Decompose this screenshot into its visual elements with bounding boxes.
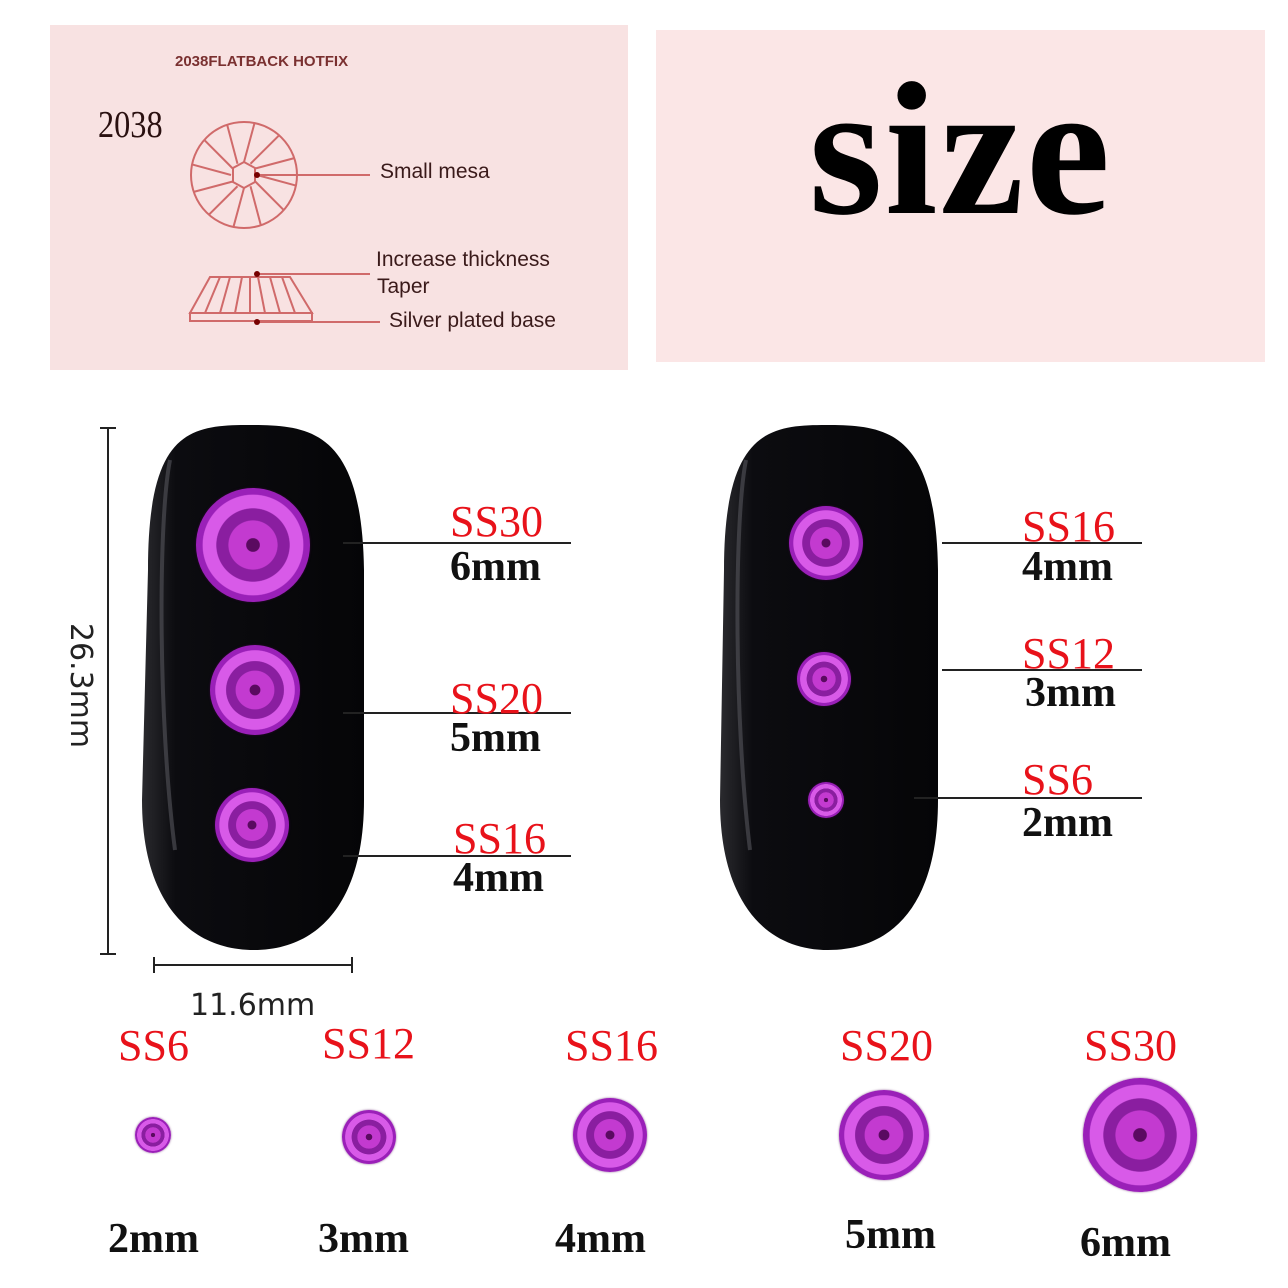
size-mm: 5mm	[845, 1212, 936, 1258]
diagram-panel: 2038FLATBACK HOTFIX 2038 Small mesa Incr…	[50, 25, 628, 370]
label-silver-plated-base: Silver plated base	[389, 309, 556, 332]
headline-panel	[656, 30, 1265, 362]
height-dimension-line	[107, 427, 109, 955]
size-ss: SS6	[118, 1021, 189, 1070]
size-ss: SS16	[565, 1021, 658, 1070]
headline: size	[808, 45, 1113, 255]
label-mm: 4mm	[453, 855, 544, 901]
dimension-tick	[153, 957, 155, 973]
size-ss: SS20	[840, 1021, 933, 1070]
gem-ss30	[196, 488, 310, 602]
gem-ss20	[210, 645, 300, 735]
leader-line	[343, 542, 571, 544]
leader-line	[942, 669, 1142, 671]
gem-3mm	[342, 1110, 396, 1164]
gem-ss16	[215, 788, 289, 862]
label-mm: 4mm	[1022, 544, 1113, 590]
gem-ss6	[808, 782, 844, 818]
diagram-title: 2038FLATBACK HOTFIX	[175, 53, 349, 70]
size-mm: 2mm	[108, 1216, 199, 1262]
model-number: 2038	[98, 104, 163, 146]
size-mm: 4mm	[555, 1216, 646, 1262]
label-mm: 5mm	[450, 715, 541, 761]
label-taper: Taper	[377, 275, 430, 298]
label-ss: SS20	[450, 674, 543, 723]
label-ss: SS16	[453, 814, 546, 863]
gem-ss12	[797, 652, 851, 706]
label-mm: 3mm	[1025, 670, 1116, 716]
dimension-tick	[351, 957, 353, 973]
label-increase-thickness: Increase thickness	[376, 248, 550, 271]
height-label: 26.3mm	[63, 622, 99, 749]
size-mm: 3mm	[318, 1216, 409, 1262]
label-ss: SS6	[1022, 755, 1093, 804]
dimension-tick	[100, 953, 116, 955]
leader-line	[942, 542, 1142, 544]
gem-4mm	[573, 1098, 647, 1172]
gem-6mm	[1083, 1078, 1197, 1192]
gem-5mm	[839, 1090, 929, 1180]
gem-2mm	[135, 1117, 171, 1153]
leader-line	[914, 797, 1142, 799]
label-ss: SS30	[450, 497, 543, 546]
size-ss: SS12	[322, 1019, 415, 1068]
size-ss: SS30	[1084, 1021, 1177, 1070]
rhinestone-diagram-icon	[188, 121, 380, 325]
label-ss: SS16	[1022, 502, 1115, 551]
label-small-mesa: Small mesa	[380, 160, 490, 183]
label-mm: 6mm	[450, 544, 541, 590]
width-dimension-line	[153, 964, 353, 966]
label-ss: SS12	[1022, 629, 1115, 678]
dimension-tick	[100, 427, 116, 429]
leader-line	[343, 712, 571, 714]
size-mm: 6mm	[1080, 1220, 1171, 1266]
gem-ss16	[789, 506, 863, 580]
width-label: 11.6mm	[190, 988, 316, 1023]
leader-line	[343, 855, 571, 857]
label-mm: 2mm	[1022, 800, 1113, 846]
